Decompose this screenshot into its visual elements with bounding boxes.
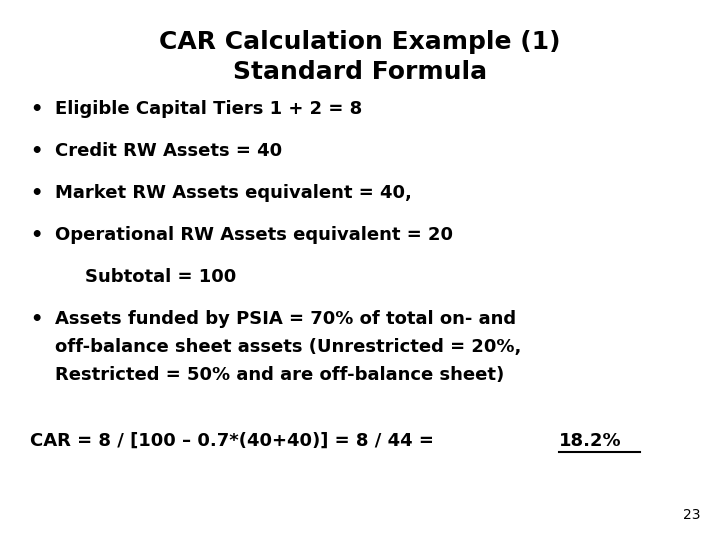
Text: Standard Formula: Standard Formula <box>233 60 487 84</box>
Text: off-balance sheet assets (Unrestricted = 20%,: off-balance sheet assets (Unrestricted =… <box>55 338 521 356</box>
Text: 23: 23 <box>683 508 700 522</box>
Text: •: • <box>30 142 42 161</box>
Text: Eligible Capital Tiers 1 + 2 = 8: Eligible Capital Tiers 1 + 2 = 8 <box>55 100 362 118</box>
Text: •: • <box>30 310 42 329</box>
Text: •: • <box>30 226 42 245</box>
Text: CAR = 8 / [100 – 0.7*(40+40)] = 8 / 44 =: CAR = 8 / [100 – 0.7*(40+40)] = 8 / 44 = <box>30 432 440 450</box>
Text: 18.2%: 18.2% <box>559 432 622 450</box>
Text: Market RW Assets equivalent = 40,: Market RW Assets equivalent = 40, <box>55 184 412 202</box>
Text: Restricted = 50% and are off-balance sheet): Restricted = 50% and are off-balance she… <box>55 366 504 384</box>
Text: Assets funded by PSIA = 70% of total on- and: Assets funded by PSIA = 70% of total on-… <box>55 310 516 328</box>
Text: CAR Calculation Example (1): CAR Calculation Example (1) <box>159 30 561 54</box>
Text: Operational RW Assets equivalent = 20: Operational RW Assets equivalent = 20 <box>55 226 453 244</box>
Text: Subtotal = 100: Subtotal = 100 <box>85 268 236 286</box>
Text: •: • <box>30 100 42 119</box>
Text: •: • <box>30 184 42 203</box>
Text: Credit RW Assets = 40: Credit RW Assets = 40 <box>55 142 282 160</box>
